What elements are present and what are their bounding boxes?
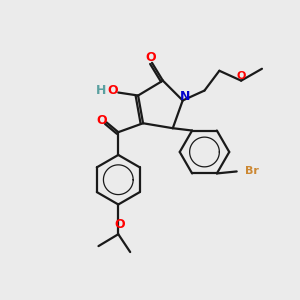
Text: O: O (114, 218, 124, 231)
Text: O: O (107, 84, 118, 97)
Text: O: O (146, 51, 156, 64)
Text: N: N (179, 90, 190, 103)
Text: Br: Br (244, 167, 259, 176)
Text: H: H (96, 84, 106, 97)
Text: O: O (96, 114, 107, 127)
Text: O: O (236, 71, 246, 81)
